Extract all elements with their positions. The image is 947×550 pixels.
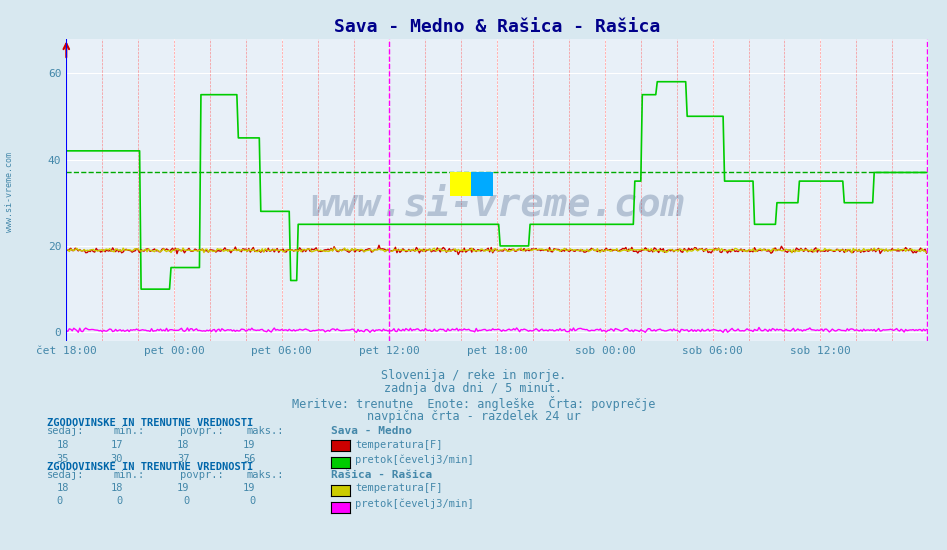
Text: Meritve: trenutne  Enote: angleške  Črta: povprečje: Meritve: trenutne Enote: angleške Črta: … (292, 396, 655, 411)
Text: temperatura[F]: temperatura[F] (355, 482, 442, 493)
Text: ZGODOVINSKE IN TRENUTNE VREDNOSTI: ZGODOVINSKE IN TRENUTNE VREDNOSTI (47, 418, 254, 428)
Text: 0: 0 (116, 496, 123, 507)
Text: 56: 56 (243, 454, 256, 464)
Text: Slovenija / reke in morje.: Slovenija / reke in morje. (381, 368, 566, 382)
Text: 0: 0 (183, 496, 189, 507)
Text: povpr.:: povpr.: (180, 470, 223, 481)
Text: 0: 0 (249, 496, 256, 507)
Text: 18: 18 (57, 482, 69, 493)
Text: 17: 17 (111, 440, 123, 450)
Text: pretok[čevelj3/min]: pretok[čevelj3/min] (355, 455, 474, 465)
Text: 19: 19 (243, 482, 256, 493)
Title: Sava - Medno & Rašica - Rašica: Sava - Medno & Rašica - Rašica (334, 18, 660, 36)
Text: 37: 37 (177, 454, 189, 464)
Text: 30: 30 (111, 454, 123, 464)
Text: ZGODOVINSKE IN TRENUTNE VREDNOSTI: ZGODOVINSKE IN TRENUTNE VREDNOSTI (47, 462, 254, 472)
Text: sedaj:: sedaj: (47, 426, 85, 437)
Text: pretok[čevelj3/min]: pretok[čevelj3/min] (355, 499, 474, 509)
Text: temperatura[F]: temperatura[F] (355, 440, 442, 450)
Text: min.:: min.: (114, 426, 145, 437)
Text: www.si-vreme.com: www.si-vreme.com (311, 186, 684, 224)
Text: navpična črta - razdelek 24 ur: navpična črta - razdelek 24 ur (366, 410, 581, 423)
Text: maks.:: maks.: (246, 426, 284, 437)
Text: 18: 18 (57, 440, 69, 450)
Text: Sava - Medno: Sava - Medno (331, 426, 413, 437)
Text: Rašica - Rašica: Rašica - Rašica (331, 470, 433, 481)
Text: 35: 35 (57, 454, 69, 464)
Text: 18: 18 (111, 482, 123, 493)
Text: 19: 19 (243, 440, 256, 450)
Text: 19: 19 (177, 482, 189, 493)
Text: zadnja dva dni / 5 minut.: zadnja dva dni / 5 minut. (384, 382, 563, 395)
Text: www.si-vreme.com: www.si-vreme.com (5, 152, 14, 233)
Text: sedaj:: sedaj: (47, 470, 85, 481)
Text: maks.:: maks.: (246, 470, 284, 481)
Text: povpr.:: povpr.: (180, 426, 223, 437)
Text: 18: 18 (177, 440, 189, 450)
Text: min.:: min.: (114, 470, 145, 481)
Text: 0: 0 (57, 496, 63, 507)
